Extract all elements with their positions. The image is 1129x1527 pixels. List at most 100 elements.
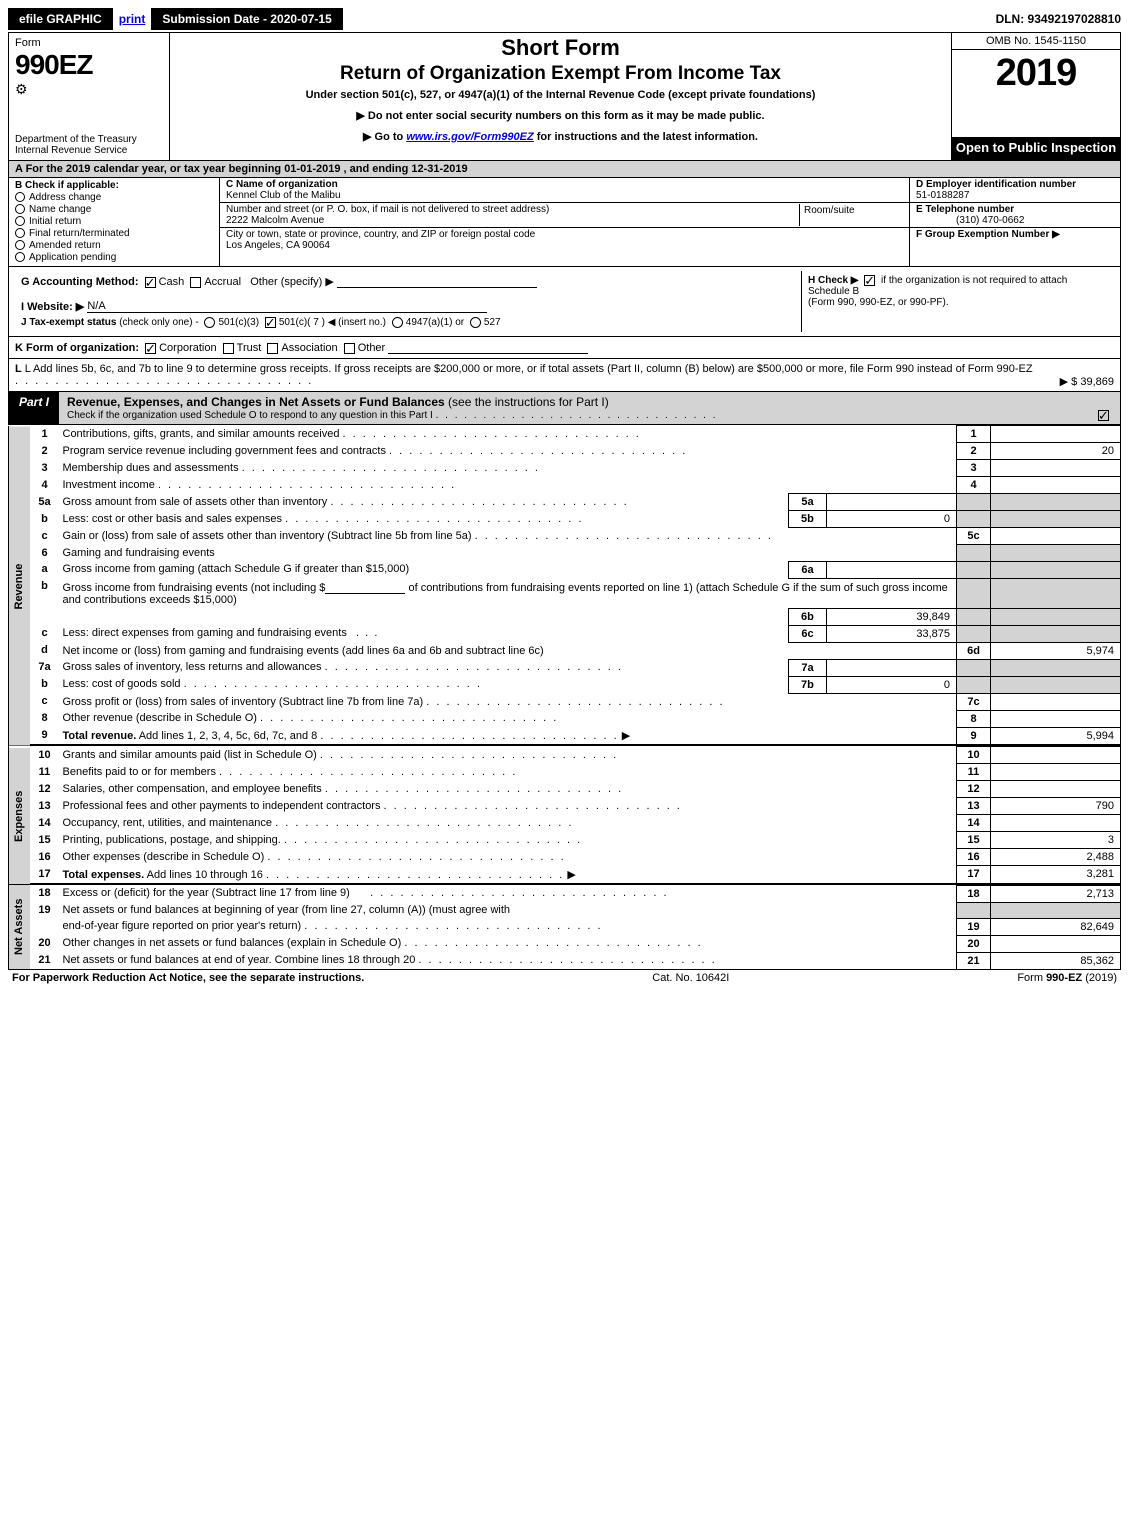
chk-trust[interactable] [223,343,234,354]
org-name-block: C Name of organization Kennel Club of th… [220,178,909,203]
ln-5b-desc: Less: cost or other basis and sales expe… [63,513,283,525]
city-value: Los Angeles, CA 90064 [226,240,330,251]
part-i-table: Revenue 1 Contributions, gifts, grants, … [8,425,1121,970]
form-number: 990EZ [15,49,163,81]
ln-21-val: 85,362 [991,952,1121,969]
chk-application-pending[interactable]: Application pending [15,252,213,263]
ln-17-desc-b: Total expenses. [63,869,145,881]
ln-14-num: 14 [31,815,59,832]
ln-5c-val [991,528,1121,545]
ln-20-num: 20 [31,935,59,952]
ln-7c-desc: Gross profit or (loss) from sales of inv… [63,696,424,708]
irs-label: Internal Revenue Service [15,145,163,156]
ln-3-desc: Membership dues and assessments [63,462,239,474]
ln-6d-rnum: 6d [957,642,991,659]
chk-cash[interactable] [145,277,156,288]
form-word: Form [15,37,163,49]
part-i-title: Revenue, Expenses, and Changes in Net As… [59,392,1120,424]
city-label: City or town, state or province, country… [226,229,535,240]
efile-graphic-label: efile GRAPHIC [8,8,113,30]
header-left: Form 990EZ ⚙ Department of the Treasury … [9,33,170,160]
ln-8-desc: Other revenue (describe in Schedule O) [63,712,257,724]
chk-other-org[interactable] [344,343,355,354]
ln-9-desc-b: Total revenue. [63,730,137,742]
ln-5c-rnum: 5c [957,528,991,545]
row-k: K Form of organization: Corporation Trus… [8,337,1121,359]
ln-1-rnum: 1 [957,426,991,443]
print-link[interactable]: print [119,12,146,26]
chk-final-return[interactable]: Final return/terminated [15,228,213,239]
chk-name-change[interactable]: Name change [15,204,213,215]
ln-15-val: 3 [991,832,1121,849]
ln-16-rnum: 16 [957,849,991,866]
city-block: City or town, state or province, country… [220,228,909,252]
ln-20-val [991,935,1121,952]
col-d-e-f: D Employer identification number 51-0188… [909,178,1120,266]
ln-6b-num: b [31,578,59,625]
chk-4947[interactable] [392,317,403,328]
ln-4-desc: Investment income [63,479,155,491]
ln-16-val: 2,488 [991,849,1121,866]
b-title: B Check if applicable: [15,180,119,191]
short-form-title: Short Form [176,35,945,61]
goto-lead: ▶ Go to [363,131,406,143]
chk-h[interactable] [864,275,875,286]
ln-10-desc: Grants and similar amounts paid (list in… [63,749,317,761]
chk-address-change[interactable]: Address change [15,192,213,203]
chk-corp[interactable] [145,343,156,354]
chk-accrual[interactable] [190,277,201,288]
ln-12-num: 12 [31,781,59,798]
ln-1-num: 1 [31,426,59,443]
ln-19-desc-b: end-of-year figure reported on prior yea… [63,920,302,932]
ln-6a-midval [826,561,956,578]
chk-527[interactable] [470,317,481,328]
h-block: H Check ▶ if the organization is not req… [801,271,1114,332]
ln-12-desc: Salaries, other compensation, and employ… [63,783,322,795]
ln-5a-val [991,494,1121,511]
ln-2-num: 2 [31,443,59,460]
ln-7b-num: b [31,676,59,693]
cat-no: Cat. No. 10642I [364,972,1017,984]
omb-number: OMB No. 1545-1150 [952,33,1120,50]
ln-4-rnum: 4 [957,477,991,494]
ln-17-desc: Add lines 10 through 16 [144,869,263,881]
e-label: E Telephone number [916,204,1014,215]
k-label: K Form of organization: [15,342,139,354]
ein-block: D Employer identification number 51-0188… [910,178,1120,203]
ln-6b-midval: 39,849 [826,608,956,625]
chk-amended-return[interactable]: Amended return [15,240,213,251]
g-other-line[interactable] [337,275,537,288]
chk-assoc[interactable] [267,343,278,354]
form-header: Form 990EZ ⚙ Department of the Treasury … [8,32,1121,161]
ssn-warning: ▶ Do not enter social security numbers o… [176,109,945,122]
ln-7a-mid: 7a [788,659,826,676]
ln-6c-midval: 33,875 [826,625,956,642]
chk-501c3[interactable] [204,317,215,328]
chk-schedule-o[interactable] [1098,410,1109,421]
ln-10-val [991,747,1121,764]
ein-value: 51-0188287 [916,190,969,201]
col-c: C Name of organization Kennel Club of th… [220,178,909,266]
k-other-line[interactable] [388,341,588,354]
ln-7c-num: c [31,693,59,710]
ln-6c-num: c [31,625,59,642]
ln-1-desc: Contributions, gifts, grants, and simila… [63,428,340,440]
cash-label: Cash [159,276,185,288]
j-c: 501(c)( 7 ) ◀ (insert no.) [279,317,386,328]
ln-5b-mid: 5b [788,511,826,528]
block-b-through-f: B Check if applicable: Address change Na… [8,178,1121,267]
goto-tail: for instructions and the latest informat… [534,131,758,143]
ln-18-rnum: 18 [957,885,991,902]
chk-initial-return[interactable]: Initial return [15,216,213,227]
ln-6b-mid: 6b [788,608,826,625]
j-c3: 501(c)(3) [218,317,259,328]
j-sub: (check only one) - [119,317,198,328]
ln-20-desc: Other changes in net assets or fund bala… [63,937,402,949]
chk-501c[interactable] [265,317,276,328]
irs-link[interactable]: www.irs.gov/Form990EZ [406,131,533,143]
org-name: Kennel Club of the Malibu [226,190,341,201]
ln-5a-rnum [957,494,991,511]
h-label: H Check ▶ [808,275,861,286]
i-label: I Website: ▶ [21,301,84,313]
numstreet: 2222 Malcolm Avenue [226,215,324,226]
